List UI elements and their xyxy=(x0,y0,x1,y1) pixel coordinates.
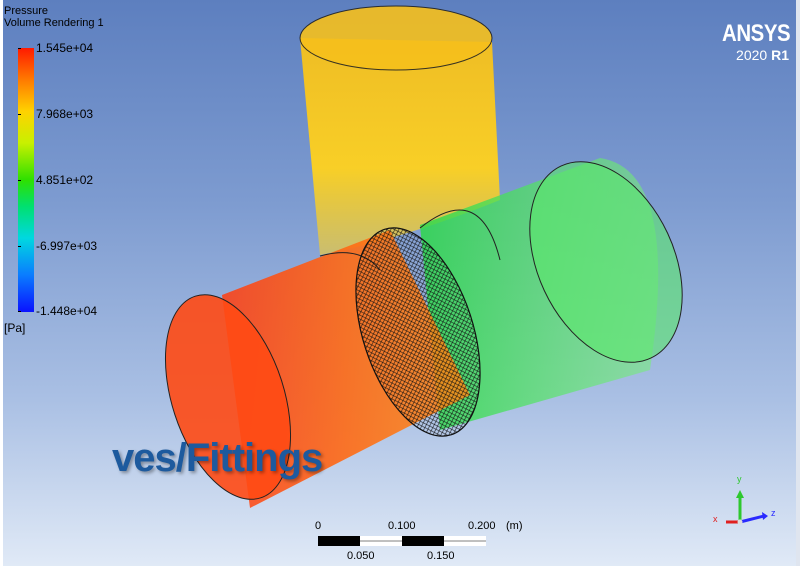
legend-tick xyxy=(18,48,21,49)
frame-edge xyxy=(0,0,3,572)
frame-edge xyxy=(796,0,800,572)
ansys-logo: ANSYS xyxy=(721,20,791,47)
triad-x-label: x xyxy=(713,514,718,524)
mesh-plate xyxy=(355,227,481,437)
intersection-curve xyxy=(419,209,501,261)
frame-edge xyxy=(0,566,800,572)
length-scale xyxy=(318,536,486,546)
legend-label: 4.851e+02 xyxy=(36,173,94,187)
overlay-title: ves/Fittings xyxy=(112,436,323,480)
scale-label: 0.100 xyxy=(388,520,416,532)
legend-tick xyxy=(18,246,21,247)
legend-unit: [Pa] xyxy=(4,321,26,335)
scale-label: 0 xyxy=(315,520,322,532)
version-year: 2020 xyxy=(736,47,768,63)
axis-triad xyxy=(726,490,768,525)
legend-source: Volume Rendering 1 xyxy=(4,17,104,29)
scale-label: 0.050 xyxy=(347,550,375,562)
legend-label-min: -1.448e+04 xyxy=(36,304,98,318)
triad-y-label: y xyxy=(737,474,742,484)
legend-tick xyxy=(18,114,21,115)
legend-label: -6.997e+03 xyxy=(36,239,98,253)
scale-label: 0.150 xyxy=(427,550,455,562)
legend-label-max: 1.545e+04 xyxy=(36,41,94,55)
triad-z-label: z xyxy=(771,508,776,518)
scale-label: 0.200 xyxy=(468,520,496,532)
legend-quantity: Pressure xyxy=(4,5,49,17)
ansys-version: 2020 R1 xyxy=(736,47,789,63)
legend-tick xyxy=(18,180,21,181)
legend-color-bar xyxy=(18,48,34,312)
version-release: R1 xyxy=(771,47,789,63)
scale-unit: (m) xyxy=(506,520,523,532)
legend-label: 7.968e+03 xyxy=(36,107,94,121)
legend-tick xyxy=(18,311,21,312)
vertical-pipe xyxy=(299,5,500,255)
